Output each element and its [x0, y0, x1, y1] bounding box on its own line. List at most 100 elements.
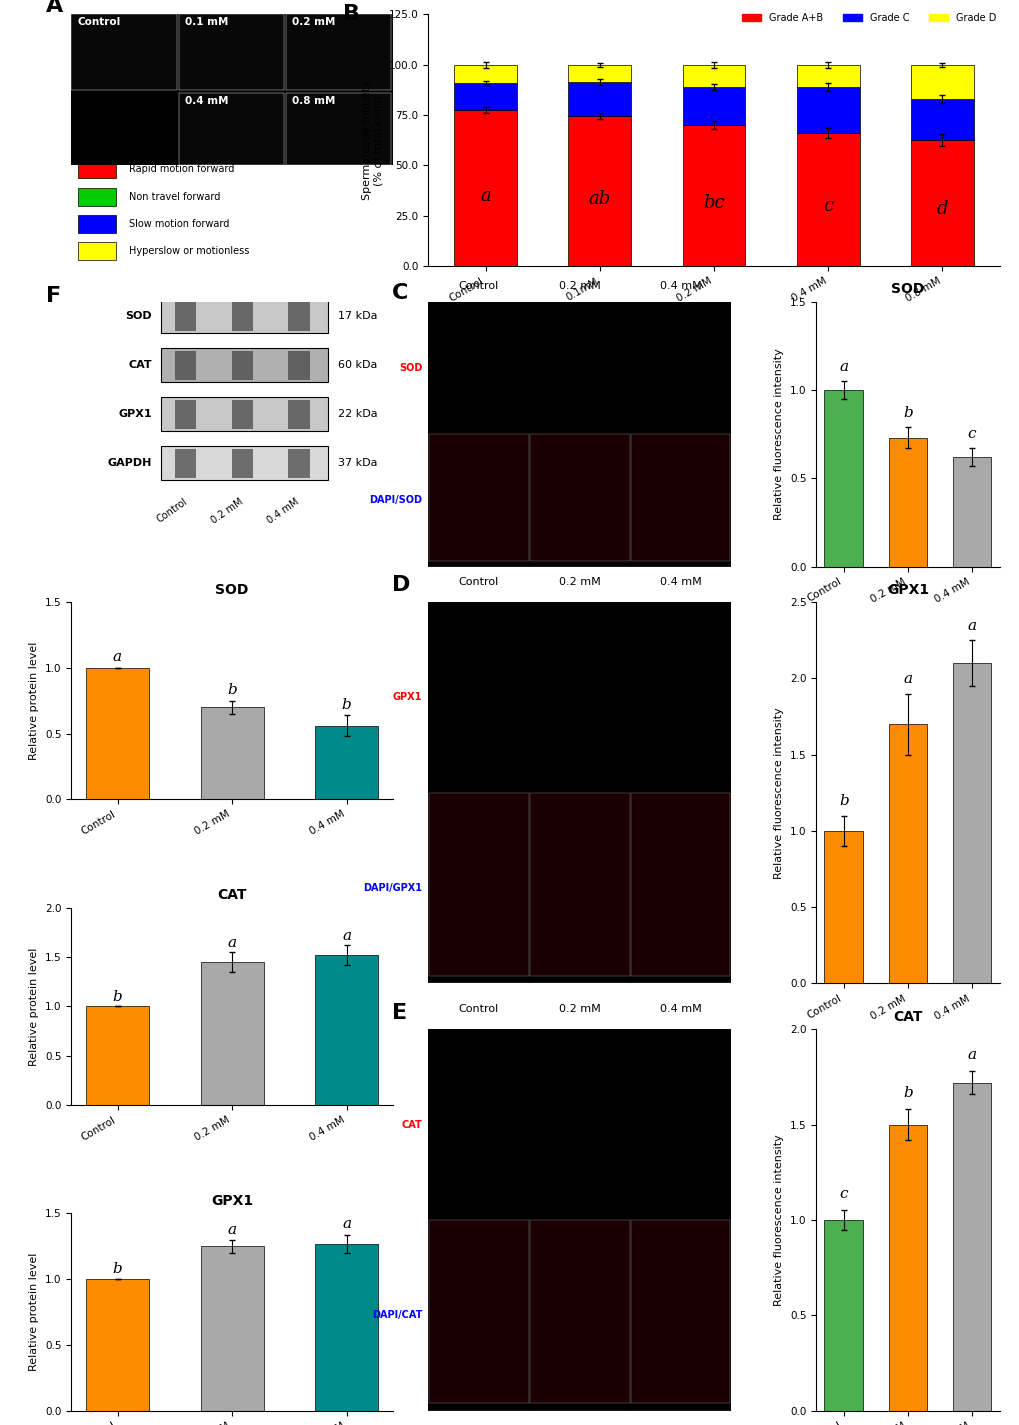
Bar: [682, 87, 745, 125]
Text: F: F: [46, 285, 61, 305]
Text: D: D: [391, 576, 410, 596]
Bar: [315, 955, 378, 1104]
Bar: [453, 110, 517, 266]
Text: B: B: [342, 4, 360, 24]
Legend: Grade A+B, Grade C, Grade D: Grade A+B, Grade C, Grade D: [738, 9, 1000, 27]
Bar: [429, 792, 528, 976]
FancyBboxPatch shape: [231, 449, 253, 477]
Bar: [568, 81, 631, 115]
Bar: [630, 792, 730, 976]
Bar: [530, 792, 629, 976]
Bar: [796, 133, 859, 266]
Text: a: a: [341, 929, 351, 943]
Bar: [630, 1411, 730, 1425]
Y-axis label: Spermatozoa motility
(% of total cells): Spermatozoa motility (% of total cells): [362, 80, 383, 200]
Text: 0.4 mM: 0.4 mM: [659, 281, 701, 291]
Text: a: a: [903, 673, 912, 685]
Bar: [952, 457, 990, 567]
Text: a: a: [839, 361, 848, 373]
Text: b: b: [112, 1263, 122, 1275]
FancyBboxPatch shape: [231, 302, 253, 331]
Text: Rapid motion forward: Rapid motion forward: [129, 164, 234, 174]
Text: 0.4 mM: 0.4 mM: [659, 1005, 701, 1015]
Text: DAPI/GPX1: DAPI/GPX1: [363, 884, 422, 893]
Bar: [429, 435, 528, 561]
Text: GPX1: GPX1: [118, 409, 152, 419]
Bar: [201, 707, 263, 799]
Text: 0.4 mM: 0.4 mM: [265, 496, 301, 526]
Bar: [682, 64, 745, 87]
Y-axis label: Relative protein level: Relative protein level: [30, 948, 40, 1066]
FancyBboxPatch shape: [174, 351, 197, 379]
Text: GPX1: GPX1: [392, 693, 422, 703]
Bar: [568, 64, 631, 81]
FancyBboxPatch shape: [161, 348, 328, 382]
Text: a: a: [966, 618, 975, 633]
Text: 0.2 mM: 0.2 mM: [558, 1005, 600, 1015]
Bar: [530, 1220, 629, 1404]
Bar: [285, 14, 390, 90]
Title: GPX1: GPX1: [886, 583, 928, 597]
Text: b: b: [112, 990, 122, 1005]
Bar: [888, 437, 926, 567]
Text: Hyperslow or motionless: Hyperslow or motionless: [129, 247, 250, 256]
Bar: [530, 1411, 629, 1425]
Text: GAPDH: GAPDH: [107, 459, 152, 469]
Text: A: A: [46, 0, 63, 16]
Bar: [630, 983, 730, 1167]
Text: 0.2 mM: 0.2 mM: [291, 17, 335, 27]
Text: SOD: SOD: [398, 363, 422, 373]
Text: 17 kDa: 17 kDa: [337, 311, 377, 321]
Text: d: d: [935, 201, 947, 218]
Bar: [429, 1220, 528, 1404]
Text: a: a: [341, 1217, 351, 1231]
FancyBboxPatch shape: [288, 399, 310, 429]
Bar: [952, 1083, 990, 1411]
Text: 22 kDa: 22 kDa: [337, 409, 377, 419]
Bar: [630, 1220, 730, 1404]
Bar: [77, 215, 116, 232]
Text: DAPI/CAT: DAPI/CAT: [372, 1311, 422, 1321]
Y-axis label: Relative fluorescence intensity: Relative fluorescence intensity: [773, 1134, 784, 1305]
Title: CAT: CAT: [893, 1010, 922, 1025]
Y-axis label: Relative protein level: Relative protein level: [30, 641, 40, 760]
Text: Control: Control: [459, 1005, 498, 1015]
Bar: [86, 1006, 149, 1104]
Y-axis label: Relative protein level: Relative protein level: [30, 1253, 40, 1371]
Bar: [77, 161, 116, 178]
Text: 0.1 mM: 0.1 mM: [184, 17, 228, 27]
Bar: [796, 87, 859, 133]
Bar: [530, 567, 629, 694]
FancyBboxPatch shape: [161, 446, 328, 480]
Bar: [796, 64, 859, 87]
Bar: [453, 64, 517, 83]
FancyBboxPatch shape: [174, 302, 197, 331]
FancyBboxPatch shape: [161, 398, 328, 432]
Text: CAT: CAT: [401, 1120, 422, 1130]
Text: a: a: [227, 936, 236, 949]
Bar: [178, 14, 283, 90]
Bar: [201, 1247, 263, 1411]
Text: 37 kDa: 37 kDa: [337, 459, 377, 469]
Text: a: a: [966, 1047, 975, 1062]
Text: a: a: [227, 1223, 236, 1237]
Text: b: b: [227, 684, 236, 697]
FancyBboxPatch shape: [231, 351, 253, 379]
FancyBboxPatch shape: [161, 299, 328, 333]
Text: ab: ab: [588, 190, 610, 208]
Text: 0.4 mM: 0.4 mM: [184, 95, 228, 105]
Text: Control: Control: [77, 17, 121, 27]
Text: Non travel forward: Non travel forward: [129, 191, 220, 201]
Bar: [568, 115, 631, 266]
Bar: [630, 567, 730, 694]
Bar: [530, 435, 629, 561]
Bar: [86, 1280, 149, 1411]
FancyBboxPatch shape: [288, 302, 310, 331]
Text: 0.2 mM: 0.2 mM: [209, 496, 245, 526]
Bar: [315, 725, 378, 799]
FancyBboxPatch shape: [174, 399, 197, 429]
Text: c: c: [839, 1187, 847, 1201]
Text: c: c: [967, 428, 975, 442]
Text: Control: Control: [459, 281, 498, 291]
Bar: [888, 1124, 926, 1411]
